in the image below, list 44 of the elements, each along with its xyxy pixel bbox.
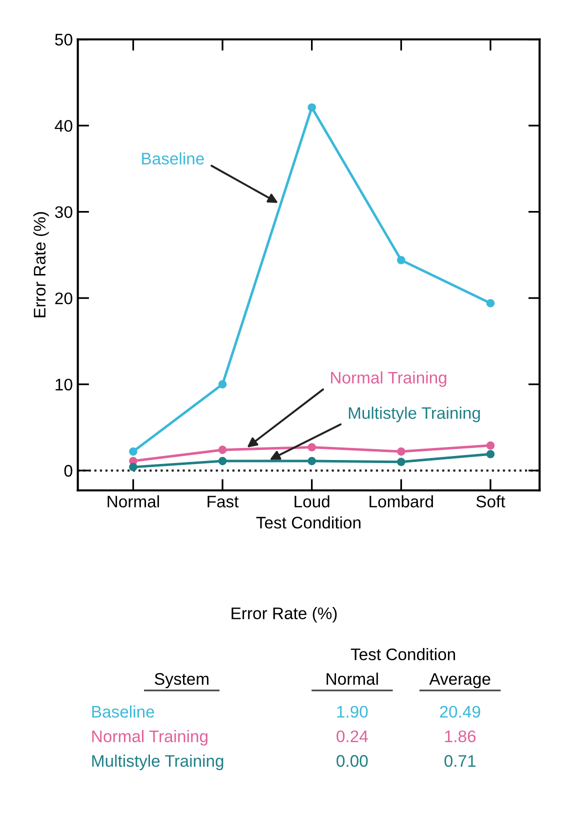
text: System <box>154 673 208 688</box>
x-tick-label: Soft <box>476 495 506 508</box>
point <box>129 462 138 472</box>
text: Test Condition <box>350 648 456 660</box>
point <box>486 441 495 450</box>
y-axis-title: Error Rate (%) <box>33 212 49 318</box>
point <box>308 103 316 112</box>
text: 0.00 <box>336 755 368 767</box>
y-tick-label: 30 <box>55 206 72 218</box>
point <box>218 456 227 466</box>
x-tick-label: Loud <box>294 495 330 508</box>
text: Normal <box>326 672 378 685</box>
text: 0.24 <box>336 730 368 742</box>
text: Baseline <box>92 705 154 718</box>
text: 1.86 <box>445 730 476 742</box>
x-tick-label: Normal <box>108 495 159 508</box>
text: Multistyle Training <box>92 754 224 770</box>
point <box>396 447 406 456</box>
point <box>129 447 138 456</box>
x-tick-label: Lombard <box>370 495 433 508</box>
point <box>308 443 316 452</box>
text: Average <box>429 673 490 688</box>
y-tick-label: 10 <box>56 378 72 390</box>
x-tick-label: Fast <box>208 496 239 508</box>
y-tick-label: 50 <box>55 34 72 46</box>
y-tick-label: 40 <box>54 120 72 132</box>
series-label: Multistyle Training <box>348 406 480 422</box>
x-axis-title: Test Condition <box>256 516 360 529</box>
point <box>396 256 406 264</box>
y-tick-label: 0 <box>64 464 72 477</box>
point <box>218 380 227 388</box>
text: 1.90 <box>337 706 368 718</box>
text: 20.49 <box>440 706 480 718</box>
text: 0.71 <box>444 755 476 767</box>
text: Normal Training <box>92 730 208 746</box>
point <box>486 450 495 458</box>
point <box>308 456 316 466</box>
text: Normal Training <box>331 371 446 387</box>
point <box>218 446 227 454</box>
y-tick-label: 20 <box>55 292 72 304</box>
point <box>486 299 495 308</box>
text: Error Rate (%) <box>232 607 337 623</box>
point <box>396 458 406 466</box>
text: Baseline <box>142 152 204 165</box>
